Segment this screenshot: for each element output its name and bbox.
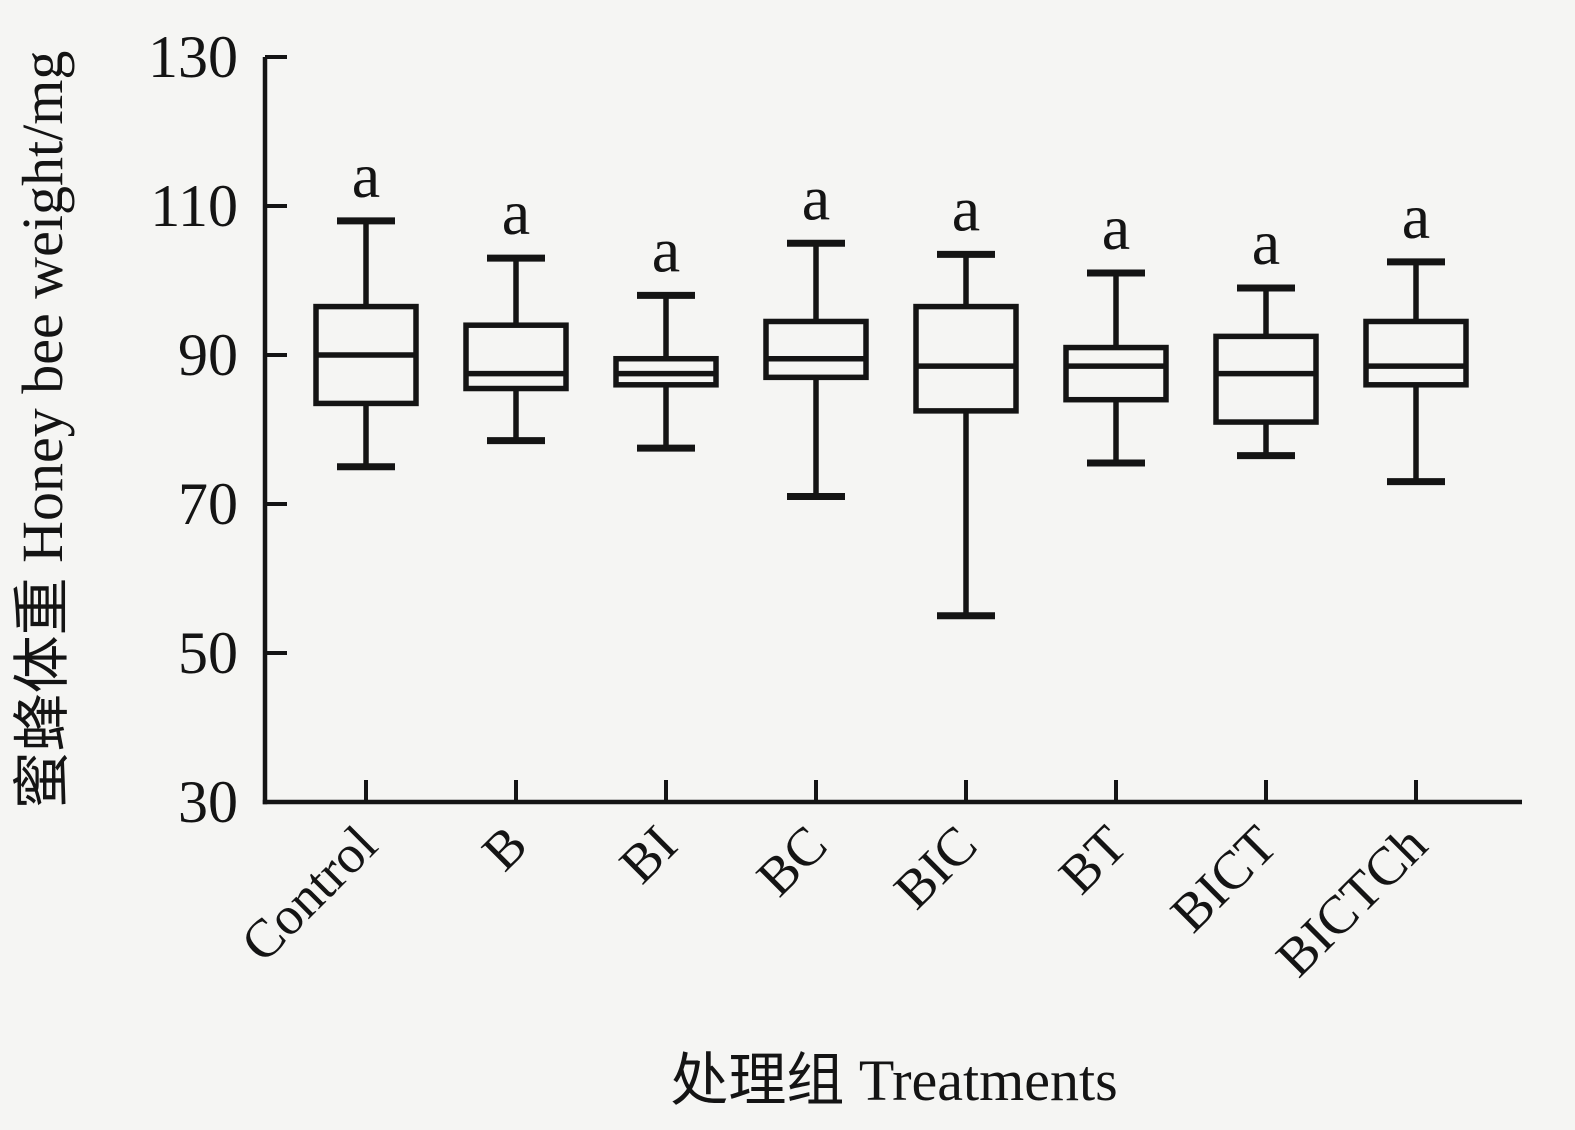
sig-label: a: [502, 177, 530, 248]
sig-label: a: [1402, 181, 1430, 252]
x-tick-label-bic: BIC: [882, 814, 988, 920]
sig-label: a: [352, 140, 380, 211]
x-tick-label-bictch: BICTCh: [1265, 814, 1439, 988]
sig-label: a: [952, 173, 980, 244]
y-tick-label: 30: [178, 769, 238, 835]
y-tick-label: 110: [150, 173, 238, 239]
box-group-bi: a: [613, 214, 719, 452]
sig-label: a: [1102, 192, 1130, 263]
x-tick-label-bc: BC: [745, 814, 838, 907]
x-axis-title: 处理组 Treatments: [670, 1048, 1117, 1113]
iqr-box: [1363, 318, 1469, 388]
box-group-bic: a: [913, 173, 1019, 620]
y-tick-label: 90: [178, 322, 238, 388]
y-tick-label: 50: [178, 620, 238, 686]
x-tick-label-control: Control: [229, 814, 388, 973]
iqr-box: [763, 318, 869, 381]
y-axis-title: 蜜蜂体重 Honey bee weight/mg: [10, 51, 75, 810]
box-group-bictch: a: [1363, 181, 1469, 486]
iqr-box: [463, 322, 569, 392]
sig-label: a: [802, 162, 830, 233]
sig-label: a: [652, 214, 680, 285]
y-tick-label: 130: [148, 24, 238, 90]
iqr-box: [913, 303, 1019, 414]
box-group-b: a: [463, 177, 569, 445]
plot-area: 30 50 70 90 110 130 Control B BI BC BIC BT BICTBICTC…: [148, 24, 1522, 988]
x-tick-label-bict: BICT: [1159, 814, 1288, 943]
box-group-bict: a: [1213, 207, 1319, 460]
box-group-bt: a: [1063, 192, 1169, 467]
box-group-bc: a: [763, 162, 869, 501]
iqr-box: [1063, 344, 1169, 403]
x-tick-label-b: B: [471, 814, 539, 882]
x-tick-label-bi: BI: [608, 814, 689, 895]
y-tick-label: 70: [178, 471, 238, 537]
box-group-control: a: [313, 140, 419, 471]
sig-label: a: [1252, 207, 1280, 278]
x-tick-label-bt: BT: [1047, 814, 1138, 905]
iqr-box: [1213, 333, 1319, 425]
